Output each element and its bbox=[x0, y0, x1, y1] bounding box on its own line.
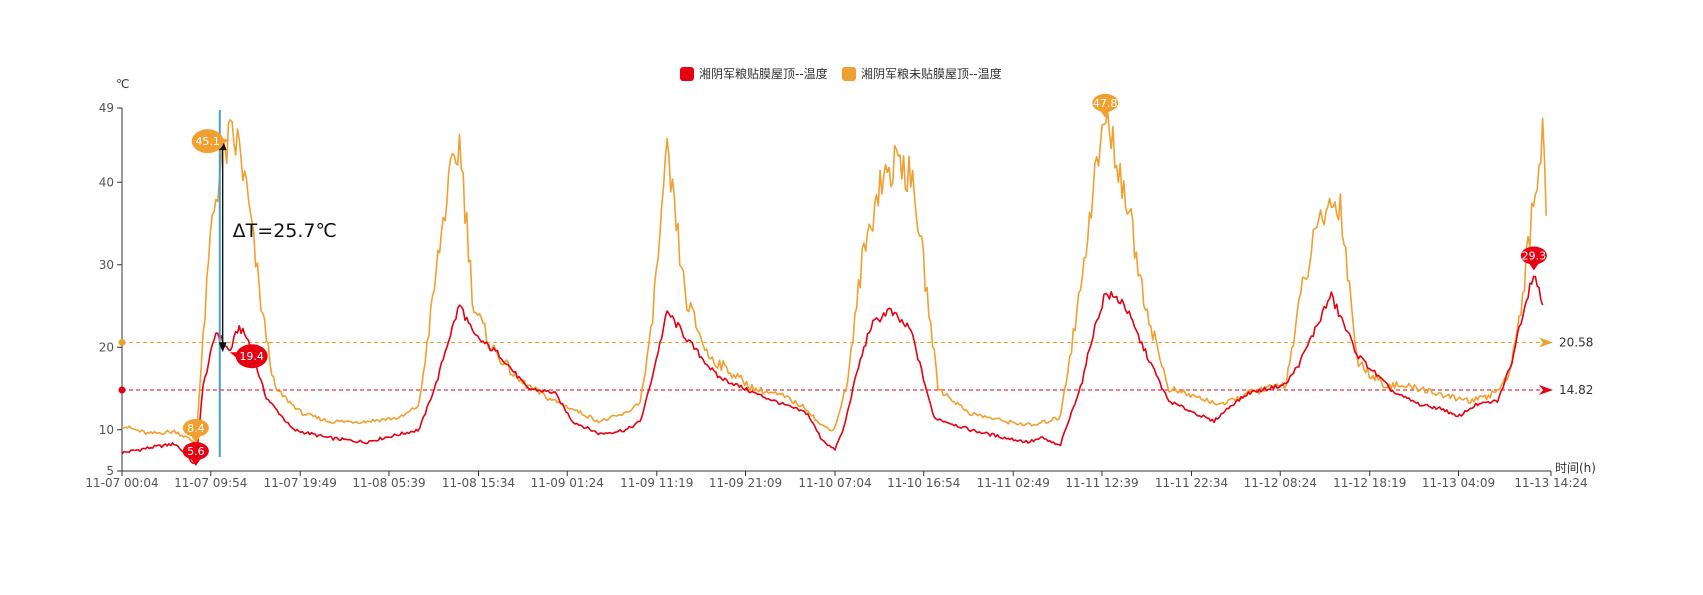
marker-2-3[interactable]: 47.8 bbox=[1092, 93, 1119, 118]
axes: ℃ 时间(h) 5 10 20 30 40 49 11-07 00:04 11-07 09:54 1… bbox=[85, 77, 1596, 490]
marker-label: 47.8 bbox=[1093, 97, 1118, 110]
x-axis-unit: 时间(h) bbox=[1555, 461, 1596, 475]
marker-bubble bbox=[235, 344, 268, 369]
marker-label: 45.1 bbox=[195, 135, 220, 148]
x-tick-label-0: 11-07 00:04 bbox=[85, 476, 158, 490]
y-tick-label-20: 20 bbox=[99, 340, 114, 354]
x-tick-label-2: 11-07 19:49 bbox=[264, 476, 337, 490]
x-tick-label-7: 11-09 21:09 bbox=[709, 476, 782, 490]
marker-2-2[interactable]: 45.1 bbox=[191, 129, 230, 154]
delta-text: ΔT=25.7℃ bbox=[233, 220, 337, 242]
legend-item-1[interactable]: 湘阴军粮贴膜屋顶--温度 bbox=[680, 66, 828, 81]
series-group bbox=[121, 110, 1547, 465]
marker-label: 5.6 bbox=[187, 445, 205, 458]
x-tick-label-12: 11-11 22:34 bbox=[1155, 476, 1228, 490]
x-tick-label-15: 11-13 04:09 bbox=[1422, 476, 1495, 490]
series-line-1 bbox=[121, 275, 1544, 465]
value-markers: 5.6 19.4 29.3 8.4 45.1 47.8 bbox=[182, 93, 1547, 467]
overlay-annotations: ΔT=25.7℃ bbox=[218, 110, 337, 457]
marker-label: 19.4 bbox=[239, 350, 264, 363]
y-tick-label-10: 10 bbox=[99, 423, 114, 437]
y-tick-label-49: 49 bbox=[99, 101, 114, 115]
legend-item-2[interactable]: 湘阴军粮未贴膜屋顶--温度 bbox=[842, 66, 1002, 81]
marker-label: 8.4 bbox=[187, 422, 205, 435]
x-tick-label-13: 11-12 08:24 bbox=[1244, 476, 1317, 490]
reference-lines: 20.58 14.82 bbox=[118, 335, 1593, 397]
marker-2-1[interactable]: 8.4 bbox=[182, 418, 209, 443]
y-tick-label-40: 40 bbox=[99, 175, 114, 189]
x-tick-label-8: 11-10 07:04 bbox=[798, 476, 871, 490]
x-tick-label-16: 11-13 14:24 bbox=[1514, 476, 1587, 490]
reference-line-label: 14.82 bbox=[1559, 383, 1593, 397]
reference-line-arrow bbox=[1539, 384, 1553, 395]
legend-label-1: 湘阴军粮贴膜屋顶--温度 bbox=[699, 66, 828, 81]
series-line-2 bbox=[121, 110, 1547, 444]
marker-bubble bbox=[1520, 246, 1547, 265]
y-axis-unit: ℃ bbox=[116, 77, 129, 91]
marker-1-2[interactable]: 19.4 bbox=[229, 344, 268, 369]
x-tick-label-6: 11-09 11:19 bbox=[620, 476, 693, 490]
legend-swatch-1 bbox=[680, 67, 694, 81]
x-tick-label-5: 11-09 01:24 bbox=[531, 476, 604, 490]
marker-1-3[interactable]: 29.3 bbox=[1520, 246, 1547, 271]
marker-bubble bbox=[1092, 93, 1119, 112]
x-tick-label-10: 11-11 02:49 bbox=[977, 476, 1050, 490]
legend-label-2: 湘阴军粮未贴膜屋顶--温度 bbox=[861, 66, 1002, 81]
marker-label: 29.3 bbox=[1522, 250, 1547, 263]
marker-1-1[interactable]: 5.6 bbox=[182, 442, 209, 467]
delta-arrow-head-down bbox=[218, 342, 227, 353]
x-tick-label-3: 11-08 05:39 bbox=[352, 476, 425, 490]
y-tick-label-5: 5 bbox=[106, 464, 114, 478]
reference-line-2: 14.82 bbox=[118, 383, 1593, 397]
legend[interactable]: 湘阴军粮贴膜屋顶--温度 湘阴军粮未贴膜屋顶--温度 bbox=[680, 66, 1002, 81]
reference-line-arrow bbox=[1539, 337, 1553, 348]
marker-bubble bbox=[182, 442, 209, 461]
x-tick-label-9: 11-10 16:54 bbox=[887, 476, 960, 490]
x-tick-label-4: 11-08 15:34 bbox=[442, 476, 515, 490]
x-tick-label-1: 11-07 09:54 bbox=[174, 476, 247, 490]
marker-bubble bbox=[191, 129, 224, 154]
legend-swatch-2 bbox=[842, 67, 856, 81]
marker-bubble bbox=[182, 418, 209, 437]
x-tick-label-14: 11-12 18:19 bbox=[1333, 476, 1406, 490]
reference-line-start-dot bbox=[118, 338, 126, 346]
y-tick-label-30: 30 bbox=[99, 258, 114, 272]
reference-line-label: 20.58 bbox=[1559, 335, 1593, 349]
reference-line-start-dot bbox=[118, 386, 126, 394]
x-tick-label-11: 11-11 12:39 bbox=[1065, 476, 1138, 490]
delta-annotation: ΔT=25.7℃ bbox=[218, 140, 337, 353]
reference-line-1: 20.58 bbox=[118, 335, 1593, 349]
